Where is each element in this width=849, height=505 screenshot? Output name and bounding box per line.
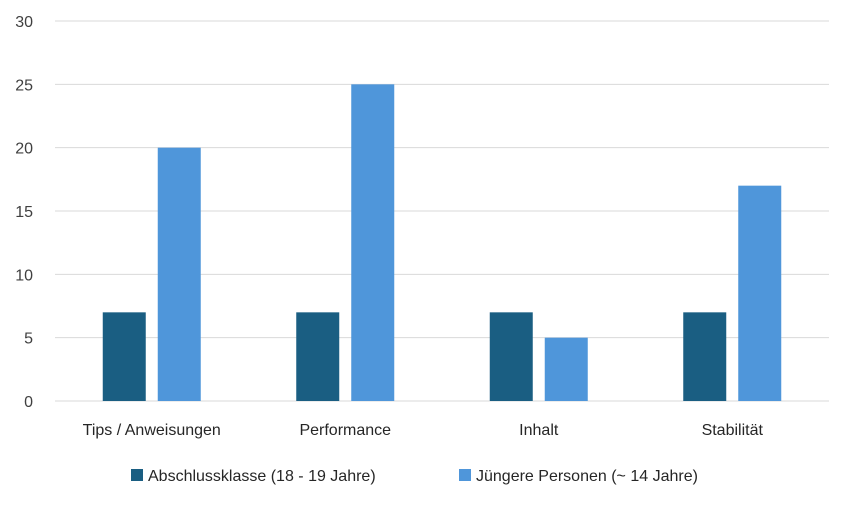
x-category-label: Tips / Anweisungen [83, 422, 221, 439]
y-tick-label: 25 [15, 77, 33, 94]
bar-juengere-1 [351, 84, 395, 401]
x-axis-categories: Tips / Anweisungen Performance Inhalt Stabi… [83, 422, 764, 439]
x-category-label: Stabilität [702, 422, 764, 439]
bar-abschlussklasse-0 [102, 312, 146, 401]
legend-label: Abschlussklasse (18 - 19 Jahre) [148, 468, 376, 485]
bars [102, 84, 782, 401]
x-category-label: Performance [299, 422, 391, 439]
y-tick-label: 30 [15, 14, 33, 31]
bar-juengere-3 [738, 185, 782, 401]
legend-swatch [131, 469, 143, 481]
legend-swatch [459, 469, 471, 481]
legend-label: Jüngere Personen (~ 14 Jahre) [476, 468, 698, 485]
x-category-label: Inhalt [519, 422, 559, 439]
bar-juengere-2 [544, 337, 588, 401]
bar-abschlussklasse-2 [489, 312, 533, 401]
bar-abschlussklasse-1 [296, 312, 340, 401]
bar-abschlussklasse-3 [683, 312, 727, 401]
bar-juengere-0 [157, 147, 201, 401]
y-tick-label: 5 [24, 331, 33, 348]
y-tick-label: 10 [15, 267, 33, 284]
y-tick-label: 20 [15, 141, 33, 158]
legend: Abschlussklasse (18 - 19 Jahre) Jüngere P… [131, 468, 698, 485]
y-axis-ticks: 0 5 10 15 20 25 30 [15, 14, 33, 411]
y-tick-label: 0 [24, 394, 33, 411]
y-tick-label: 15 [15, 204, 33, 221]
